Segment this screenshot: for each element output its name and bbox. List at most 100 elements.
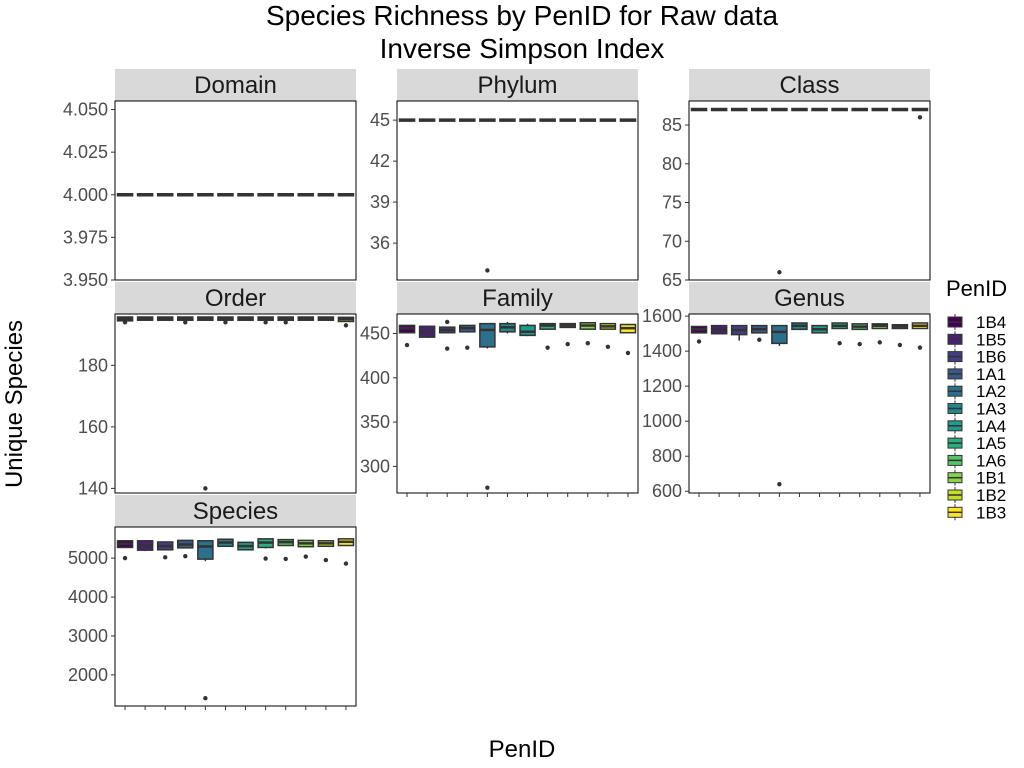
legend-label: 1A6 — [976, 451, 1006, 470]
box-1A3 — [217, 316, 234, 325]
y-tick-label: 160 — [78, 417, 108, 437]
legend-label: 1B5 — [976, 330, 1006, 349]
outlier-point — [777, 270, 782, 275]
panel-border — [114, 100, 357, 281]
box-1A4 — [811, 107, 828, 112]
box-1A2 — [197, 193, 214, 197]
facet-panels: Domain 3.950 3.975 4.000 4.025 4.050 Phylum 36 3… — [63, 69, 931, 710]
box-1A3 — [499, 321, 516, 334]
facet-strip — [689, 282, 930, 314]
legend: PenID 1B41B51B61A11A21A31A41A51A61B11B21… — [946, 276, 1007, 522]
outlier-point — [122, 320, 128, 325]
box-1A2 — [197, 540, 214, 701]
y-tick-label: 85 — [662, 115, 682, 135]
facet-strip-label: Domain — [194, 72, 277, 99]
outlier-point — [183, 553, 188, 559]
box-body — [479, 322, 496, 348]
box-body — [771, 324, 788, 345]
legend-label: 1A5 — [976, 434, 1006, 453]
outlier-point — [203, 486, 208, 491]
outlier-point — [917, 345, 923, 350]
box-1A3 — [791, 107, 808, 112]
facet-strip-label: Class — [779, 72, 839, 99]
box-1A5 — [257, 316, 274, 325]
panel-border — [114, 313, 357, 494]
box-1A5 — [257, 193, 274, 197]
chart-title-line2: Inverse Simpson Index — [380, 33, 665, 64]
outlier-point — [445, 346, 450, 351]
box-1B4 — [398, 118, 416, 122]
panel-border — [688, 313, 931, 494]
box-1A3 — [217, 538, 234, 548]
outlier-point — [585, 341, 590, 346]
facet-strip-label: Phylum — [477, 72, 557, 99]
box-1B4 — [690, 325, 708, 344]
box-1A4 — [519, 118, 536, 122]
y-tick-label: 4.000 — [63, 185, 108, 205]
legend-item-1B4: 1B4 — [947, 313, 1006, 332]
box-1A1 — [459, 118, 476, 122]
box-1B6 — [156, 316, 174, 321]
box-1B3 — [337, 316, 355, 328]
outlier-point — [857, 341, 862, 347]
box-1A2 — [771, 324, 788, 487]
facet-family: Family 300 350 400 450 — [360, 282, 639, 497]
y-tick-label: 4.025 — [63, 142, 108, 162]
outlier-point — [263, 556, 268, 561]
legend-item-1B3: 1B3 — [947, 503, 1006, 522]
y-tick-label: 39 — [370, 192, 390, 212]
legend-item-1B5: 1B5 — [947, 330, 1006, 349]
box-1A2 — [771, 107, 788, 275]
outlier-point — [183, 320, 188, 325]
box-1B6 — [730, 324, 748, 341]
box-1B1 — [297, 193, 315, 197]
box-1A6 — [851, 323, 868, 347]
legend-label: 1A4 — [976, 417, 1006, 436]
legend-item-1B2: 1B2 — [947, 486, 1006, 505]
box-1B5 — [710, 324, 728, 335]
y-tick-label: 1400 — [642, 341, 682, 361]
y-tick-label: 4.050 — [63, 100, 108, 120]
y-tick-label: 5000 — [68, 548, 108, 568]
box-1A1 — [177, 539, 194, 559]
legend-item-1A2: 1A2 — [947, 382, 1006, 401]
outlier-point — [283, 556, 288, 562]
box-1A1 — [751, 107, 768, 112]
legend-item-1A3: 1A3 — [947, 400, 1006, 419]
outlier-point — [897, 342, 903, 348]
y-tick-label: 1600 — [642, 306, 682, 326]
box-1B4 — [398, 324, 416, 348]
legend-label: 1B2 — [976, 486, 1006, 505]
box-1B3 — [337, 193, 355, 197]
facet-strip — [115, 495, 356, 527]
box-body — [519, 324, 536, 337]
box-1B1 — [579, 118, 597, 122]
legend-label: 1A1 — [976, 365, 1006, 384]
y-tick-label: 140 — [78, 478, 108, 498]
outlier-point — [877, 340, 882, 345]
box-1B5 — [418, 325, 436, 338]
box-1A1 — [459, 324, 476, 350]
y-tick-label: 350 — [360, 412, 390, 432]
outlier-point — [263, 320, 268, 325]
outlier-point — [122, 555, 128, 561]
box-1B3 — [619, 323, 637, 356]
panel-border — [114, 526, 357, 707]
box-1A6 — [277, 316, 294, 325]
panel-border — [396, 313, 639, 494]
box-1B4 — [116, 193, 134, 197]
y-tick-label: 70 — [662, 231, 682, 251]
box-1B5 — [136, 193, 154, 197]
box-1A1 — [751, 324, 768, 342]
y-tick-label: 80 — [662, 154, 682, 174]
box-1B6 — [156, 193, 174, 197]
legend-item-1A5: 1A5 — [947, 434, 1006, 453]
box-1A1 — [177, 316, 194, 325]
y-tick-label: 65 — [662, 270, 682, 290]
box-body — [197, 540, 214, 560]
facet-domain: Domain 3.950 3.975 4.000 4.025 4.050 — [63, 69, 357, 290]
y-tick-label: 45 — [370, 110, 390, 130]
x-axis-title: PenID — [489, 736, 556, 763]
legend-item-1B1: 1B1 — [947, 469, 1006, 488]
outlier-point — [163, 555, 168, 560]
